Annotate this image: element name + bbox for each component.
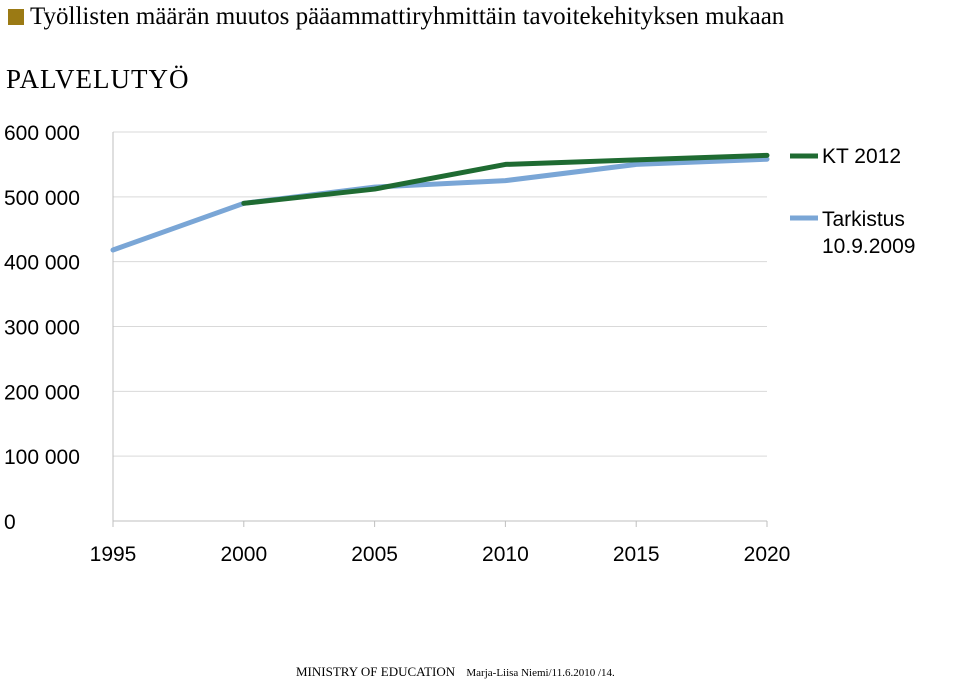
y-tick-label: 100 000 xyxy=(4,446,80,469)
legend-label: KT 2012 xyxy=(822,145,901,168)
x-tick-label: 2020 xyxy=(744,543,791,566)
x-axis-ticks: 1995 2000 2005 2010 2015 2020 xyxy=(90,521,791,566)
series-line xyxy=(241,152,770,206)
y-tick-label: 0 xyxy=(4,511,16,534)
y-tick-label: 500 000 xyxy=(4,187,80,210)
y-tick-label: 400 000 xyxy=(4,252,80,275)
series-line xyxy=(110,156,770,253)
x-tick-label: 2000 xyxy=(220,543,267,566)
page-title: Työllisten määrän muutos pääammattiryhmi… xyxy=(30,3,785,30)
series-lines xyxy=(110,152,770,253)
y-tick-label: 600 000 xyxy=(4,122,80,145)
footer-org: MINISTRY OF EDUCATION xyxy=(296,664,456,679)
footer-note: Marja-Liisa Niemi/11.6.2010 /14. xyxy=(466,667,615,679)
legend-label: Tarkistus 10.9.2009 xyxy=(822,208,915,258)
title-row: Työllisten määrän muutos pääammattiryhmi… xyxy=(0,0,784,34)
x-tick-label: 2015 xyxy=(613,543,660,566)
x-tick-label: 2005 xyxy=(351,543,398,566)
line-chart: 0 100 000 200 000 300 000 400 000 500 000 600 … xyxy=(4,122,915,566)
legend: KT 2012 Tarkistus 10.9.2009 xyxy=(790,145,915,258)
y-tick-label: 200 000 xyxy=(4,381,80,404)
y-axis-ticks: 0 100 000 200 000 300 000 400 000 500 000 600 … xyxy=(4,122,80,534)
page-subtitle: PALVELUTYÖ xyxy=(6,64,190,94)
grid xyxy=(112,131,767,522)
bullet-icon xyxy=(8,9,24,25)
x-tick-label: 1995 xyxy=(90,543,137,566)
y-tick-label: 300 000 xyxy=(4,317,80,340)
footer: MINISTRY OF EDUCATION Marja-Liisa Niemi/… xyxy=(296,664,615,680)
x-tick-label: 2010 xyxy=(482,543,529,566)
